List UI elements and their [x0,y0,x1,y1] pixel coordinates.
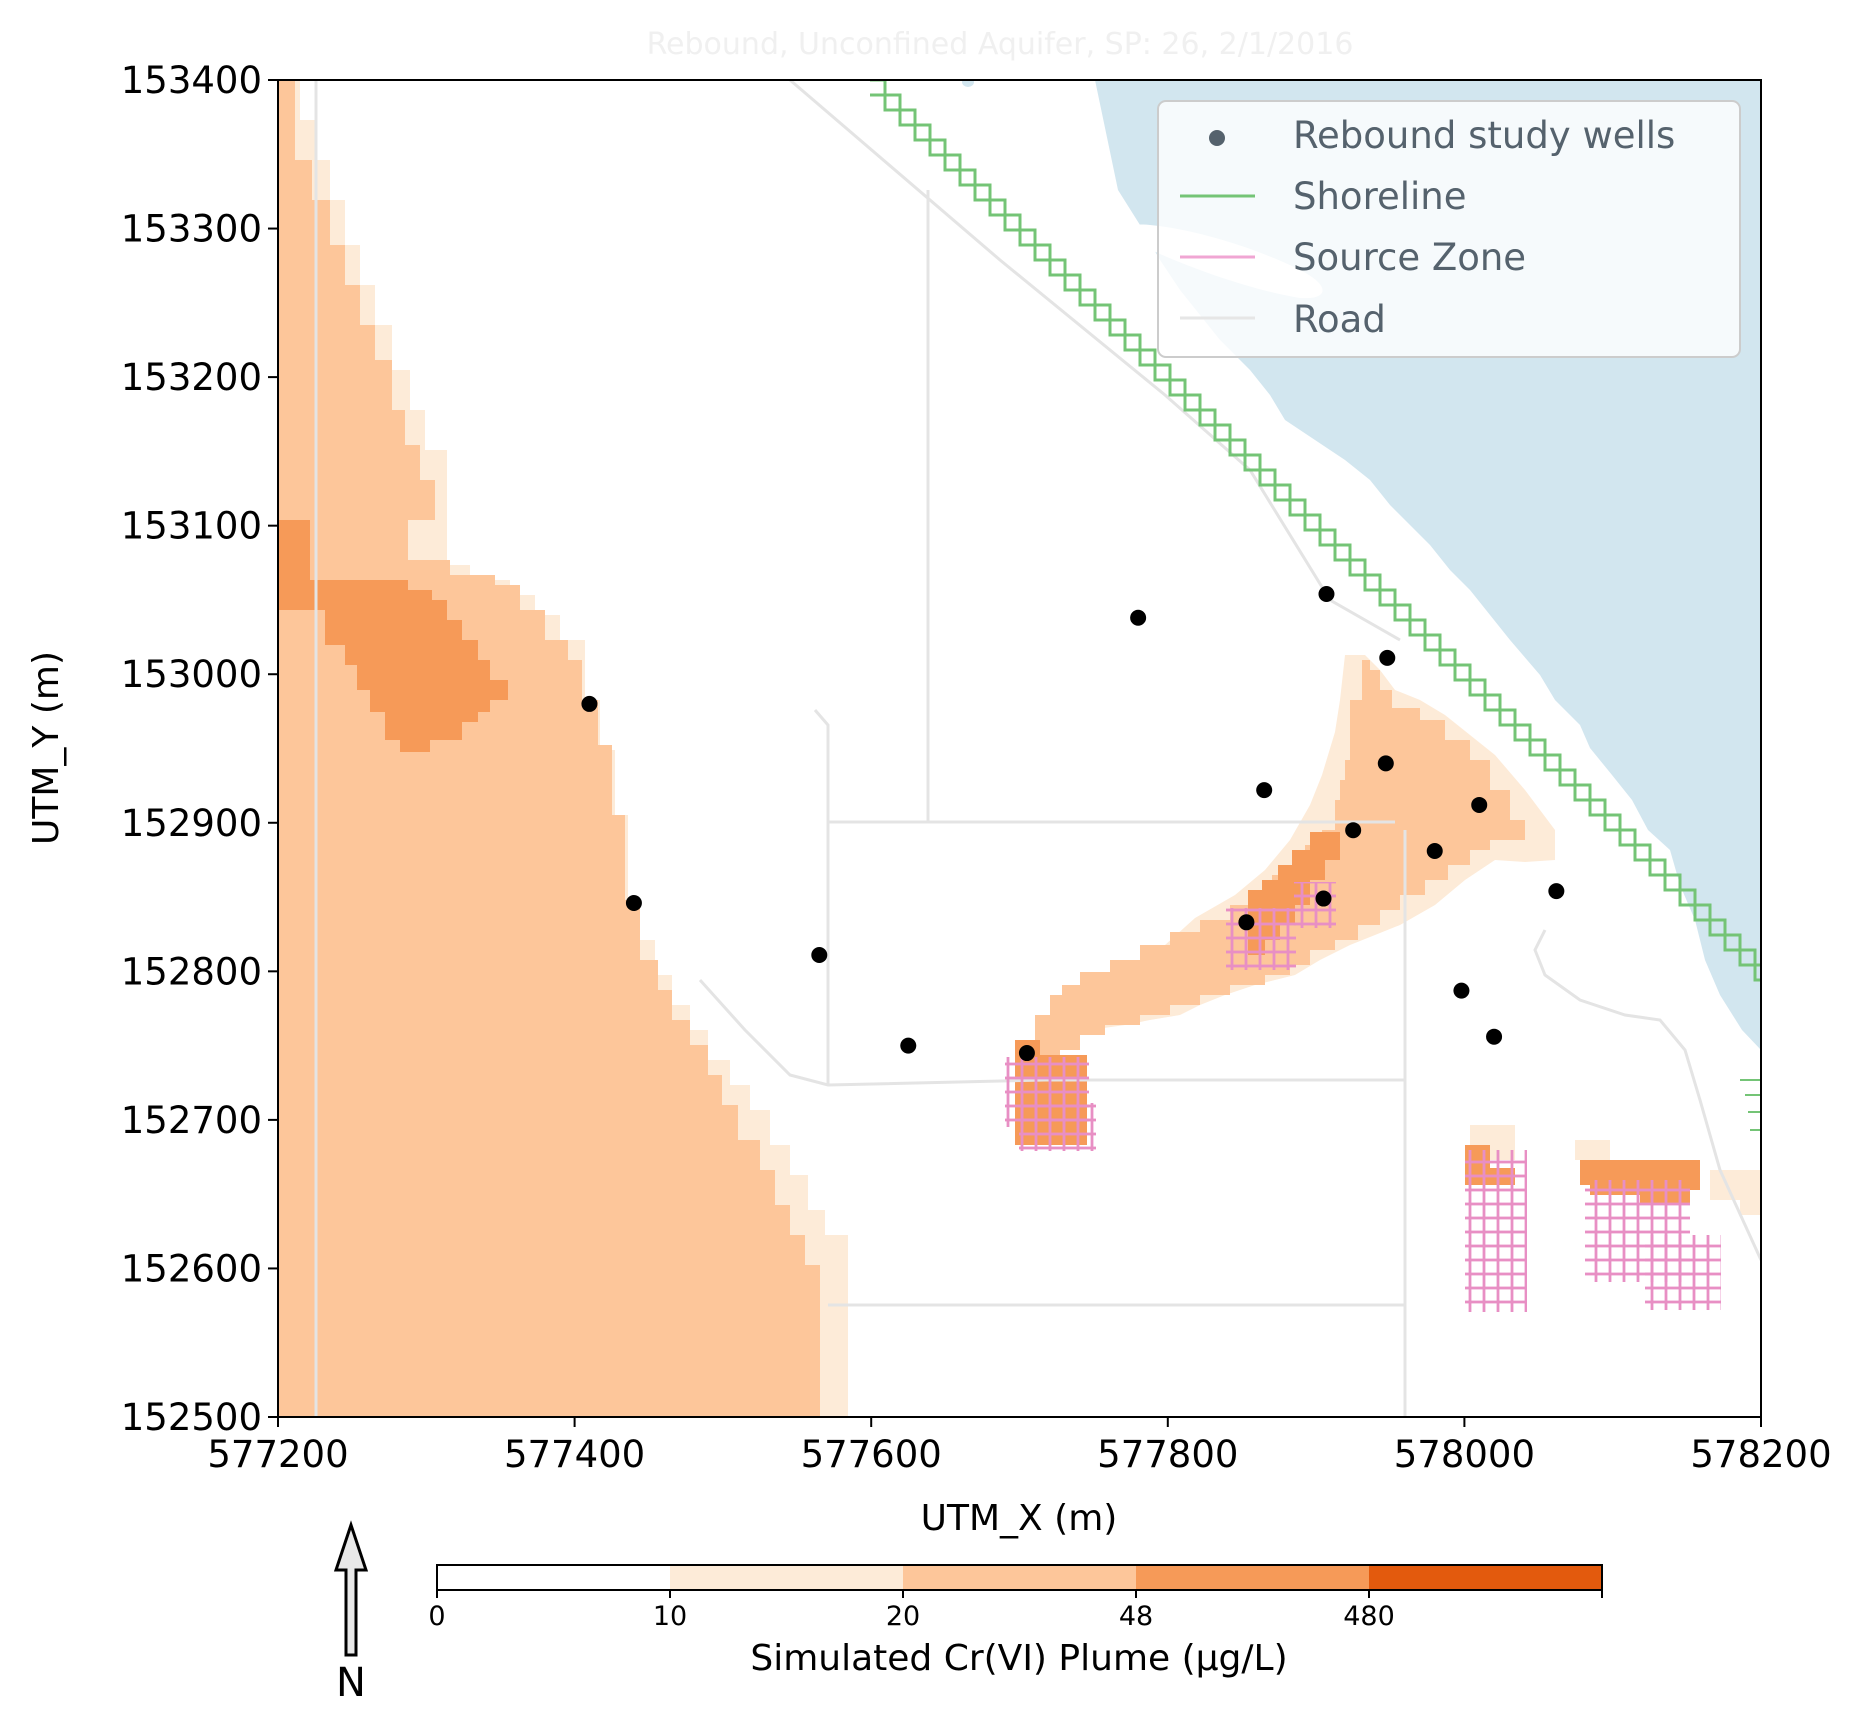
x-tick-label: 578200 [1690,1433,1831,1476]
well-marker-14 [1426,843,1443,860]
y-tick-label: 152600 [121,1247,262,1290]
source-zone-3 [1226,908,1296,970]
y-tick-label: 153100 [121,505,262,548]
y-tick-label: 152800 [121,950,262,993]
colorbar: 0 10 20 48 480 Simulated Cr(VI) Plume (µg/L) [428,1564,1603,1679]
well-marker-3 [811,946,828,963]
well-marker-15 [1471,796,1488,813]
legend-box [1157,100,1741,358]
x-tick-label: 577800 [1097,1433,1238,1476]
y-axis-label: UTM_Y (m) [26,651,67,845]
well-marker-11 [1318,586,1335,603]
y-tick-label: 152500 [121,1396,262,1439]
colorbar-tick-label: 10 [653,1601,687,1632]
colorbar-bar [436,1564,1603,1591]
source-zone-5 [1465,1150,1527,1312]
well-marker-5 [1018,1045,1035,1062]
colorbar-tick-label: 20 [886,1601,920,1632]
north-arrow: N [333,1520,369,1706]
x-tick-label: 577600 [801,1433,942,1476]
well-marker-2 [625,894,642,911]
legend-label-source: Source Zone [1293,236,1526,279]
roads [314,80,1761,1417]
well-marker-8 [1238,914,1255,931]
x-tick-label: 577400 [504,1433,645,1476]
x-tick-label: 577200 [207,1433,348,1476]
well-marker-1 [581,695,598,712]
well-marker-9 [1315,890,1332,907]
colorbar-tick-label: 0 [428,1601,445,1632]
well-marker-13 [1377,755,1394,772]
well-marker-10 [1345,822,1362,839]
colorbar-tick-label: 480 [1343,1601,1395,1632]
y-tick-label: 153300 [121,208,262,251]
x-axis-label: UTM_X (m) [921,1498,1118,1539]
north-arrow-icon [333,1520,369,1657]
well-marker-12 [1379,649,1396,666]
well-marker-17 [1486,1028,1503,1045]
colorbar-ticks: 0 10 20 48 480 [428,1590,1603,1632]
x-axis: 577200 577400 577600 577800 578000 578200 [207,1417,1832,1476]
well-marker-7 [1256,782,1273,799]
colorbar-label: Simulated Cr(VI) Plume (µg/L) [750,1638,1287,1679]
wells-layer [581,586,1565,1062]
y-axis: 152500 152600 152700 152800 152900 153000 1531… [121,59,278,1439]
well-marker-16 [1453,982,1470,999]
plume-20-48 [278,80,1525,1417]
source-zones [1005,882,1721,1312]
y-tick-label: 152900 [121,802,262,845]
legend-well-marker [1209,130,1225,146]
north-arrow-label: N [336,1660,366,1706]
well-marker-6 [1130,609,1147,626]
source-zone-7 [1645,1235,1721,1310]
shoreline [870,80,1761,1131]
y-tick-label: 153400 [121,59,262,102]
source-zone-4 [1294,882,1336,928]
legend-label-shoreline: Shoreline [1293,175,1467,218]
legend-label-road: Road [1293,298,1386,341]
source-zone-2 [1019,1103,1096,1151]
well-marker-18 [1548,883,1565,900]
y-tick-label: 153000 [121,653,262,696]
island-dot [962,80,974,87]
map-title: Rebound, Unconfined Aquifer, SP: 26, 2/1… [647,27,1354,62]
plot-frame [277,79,1762,1418]
y-tick-label: 153200 [121,356,262,399]
legend: Rebound study wells Shoreline Source Zon… [1157,100,1741,358]
y-tick-label: 152700 [121,1099,262,1142]
legend-label-wells: Rebound study wells [1293,114,1675,157]
x-tick-label: 578000 [1394,1433,1535,1476]
colorbar-tick-label: 48 [1119,1601,1153,1632]
well-marker-4 [900,1037,917,1054]
